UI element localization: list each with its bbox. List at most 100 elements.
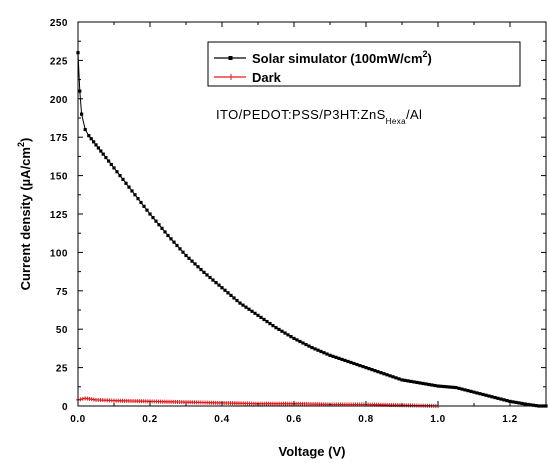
data-point-solar [355, 362, 359, 367]
data-point-solar [199, 267, 203, 272]
y-tick-label: 200 [50, 95, 68, 106]
data-point-solar [184, 253, 188, 258]
data-point-solar [101, 152, 105, 156]
data-point-solar [307, 344, 311, 348]
data-point-solar [388, 374, 392, 378]
legend-label-dark: Dark [252, 70, 282, 85]
data-point-solar [475, 391, 479, 395]
y-tick-label: 75 [56, 287, 68, 298]
data-point-solar [469, 389, 473, 394]
data-point-solar [292, 336, 296, 341]
data-point-solar [358, 363, 362, 368]
data-point-solar [148, 212, 152, 216]
data-point-solar [415, 380, 419, 385]
y-tick-label: 175 [50, 133, 68, 144]
data-point-solar [316, 348, 320, 352]
data-point-solar [83, 127, 87, 132]
data-point-solar [406, 379, 410, 383]
data-point-solar [96, 146, 100, 150]
data-point-solar [175, 243, 179, 248]
data-point-solar [130, 189, 134, 193]
data-point-solar [145, 208, 149, 212]
data-point-solar [271, 324, 275, 328]
data-point-solar [280, 329, 284, 333]
legend-swatch-marker [228, 56, 233, 60]
data-point-solar [346, 359, 350, 364]
legend-swatch-solar [214, 56, 246, 60]
data-point-solar [226, 291, 230, 295]
y-axis-title-main: Current density (µA/cm [18, 147, 33, 290]
data-point-solar [80, 112, 84, 116]
data-point-solar [109, 162, 113, 167]
data-point-solar [151, 215, 155, 220]
data-point-solar [94, 143, 98, 147]
data-point-solar [250, 309, 254, 313]
legend-label-solar: Solar simulator (100mW/cm2) [252, 49, 432, 66]
data-point-solar [220, 286, 224, 290]
data-point-solar [427, 382, 431, 387]
data-point-solar [334, 355, 338, 359]
data-point-solar [490, 395, 494, 399]
data-point-solar [403, 378, 407, 382]
legend-swatch-dark [214, 74, 246, 80]
data-point-solar [274, 326, 278, 330]
y-tick-label: 250 [50, 18, 68, 29]
data-point-solar [373, 369, 377, 373]
data-point-solar [214, 281, 218, 285]
x-tick-label: 1.0 [430, 414, 445, 425]
data-point-solar [472, 390, 476, 394]
data-point-solar [523, 402, 527, 406]
data-point-solar [268, 321, 272, 326]
y-tick-label: 25 [56, 364, 68, 375]
data-point-solar [78, 89, 82, 93]
y-tick-label: 125 [50, 210, 68, 221]
y-tick-label: 225 [50, 56, 68, 67]
data-point-solar [298, 339, 302, 344]
data-point-solar [178, 247, 182, 251]
data-point-solar [481, 392, 485, 397]
legend-label-solar-tail: ) [428, 51, 432, 66]
data-point-solar [487, 394, 491, 398]
data-point-solar [496, 396, 500, 400]
data-point-solar [418, 381, 422, 385]
data-point-solar [412, 380, 416, 384]
data-point-solar [89, 137, 93, 141]
data-point-solar [499, 397, 503, 401]
data-point-solar [340, 357, 344, 362]
data-point-solar [400, 378, 404, 382]
device-structure-annotation: ITO/PEDOT:PSS/P3HT:ZnSHexa/Al [216, 107, 422, 126]
data-point-solar [247, 307, 251, 311]
data-point-solar [124, 181, 128, 185]
data-point-solar [310, 346, 314, 350]
data-point-solar [107, 159, 111, 163]
series-solar-line [77, 52, 546, 407]
data-point-solar [92, 140, 96, 144]
data-point-solar [505, 399, 509, 403]
data-point-solar [433, 383, 437, 388]
y-tick-label: 0 [62, 402, 68, 413]
series-solar-points [76, 51, 548, 408]
data-point-solar [436, 384, 440, 388]
data-point-solar [262, 317, 266, 322]
data-point-solar [163, 230, 167, 234]
data-point-solar [187, 256, 191, 260]
data-point-solar [217, 283, 221, 287]
data-point-solar [322, 351, 326, 355]
data-point-solar [190, 259, 194, 263]
data-point-solar [445, 385, 449, 389]
data-point-solar [379, 371, 383, 375]
data-point-solar [529, 403, 533, 407]
data-point-solar [133, 193, 137, 197]
data-point-solar [484, 393, 488, 397]
data-point-solar [115, 170, 119, 174]
data-point-solar [376, 370, 380, 374]
annotation-tail: /Al [406, 107, 422, 122]
legend: Solar simulator (100mW/cm2) Dark [207, 41, 521, 87]
data-point-solar [235, 298, 239, 303]
data-point-solar [202, 270, 206, 274]
x-tick-label: 0.4 [214, 414, 229, 425]
data-point-solar [397, 377, 401, 381]
data-point-solar [277, 327, 281, 332]
data-point-solar [319, 349, 323, 354]
data-point-solar [421, 381, 425, 386]
